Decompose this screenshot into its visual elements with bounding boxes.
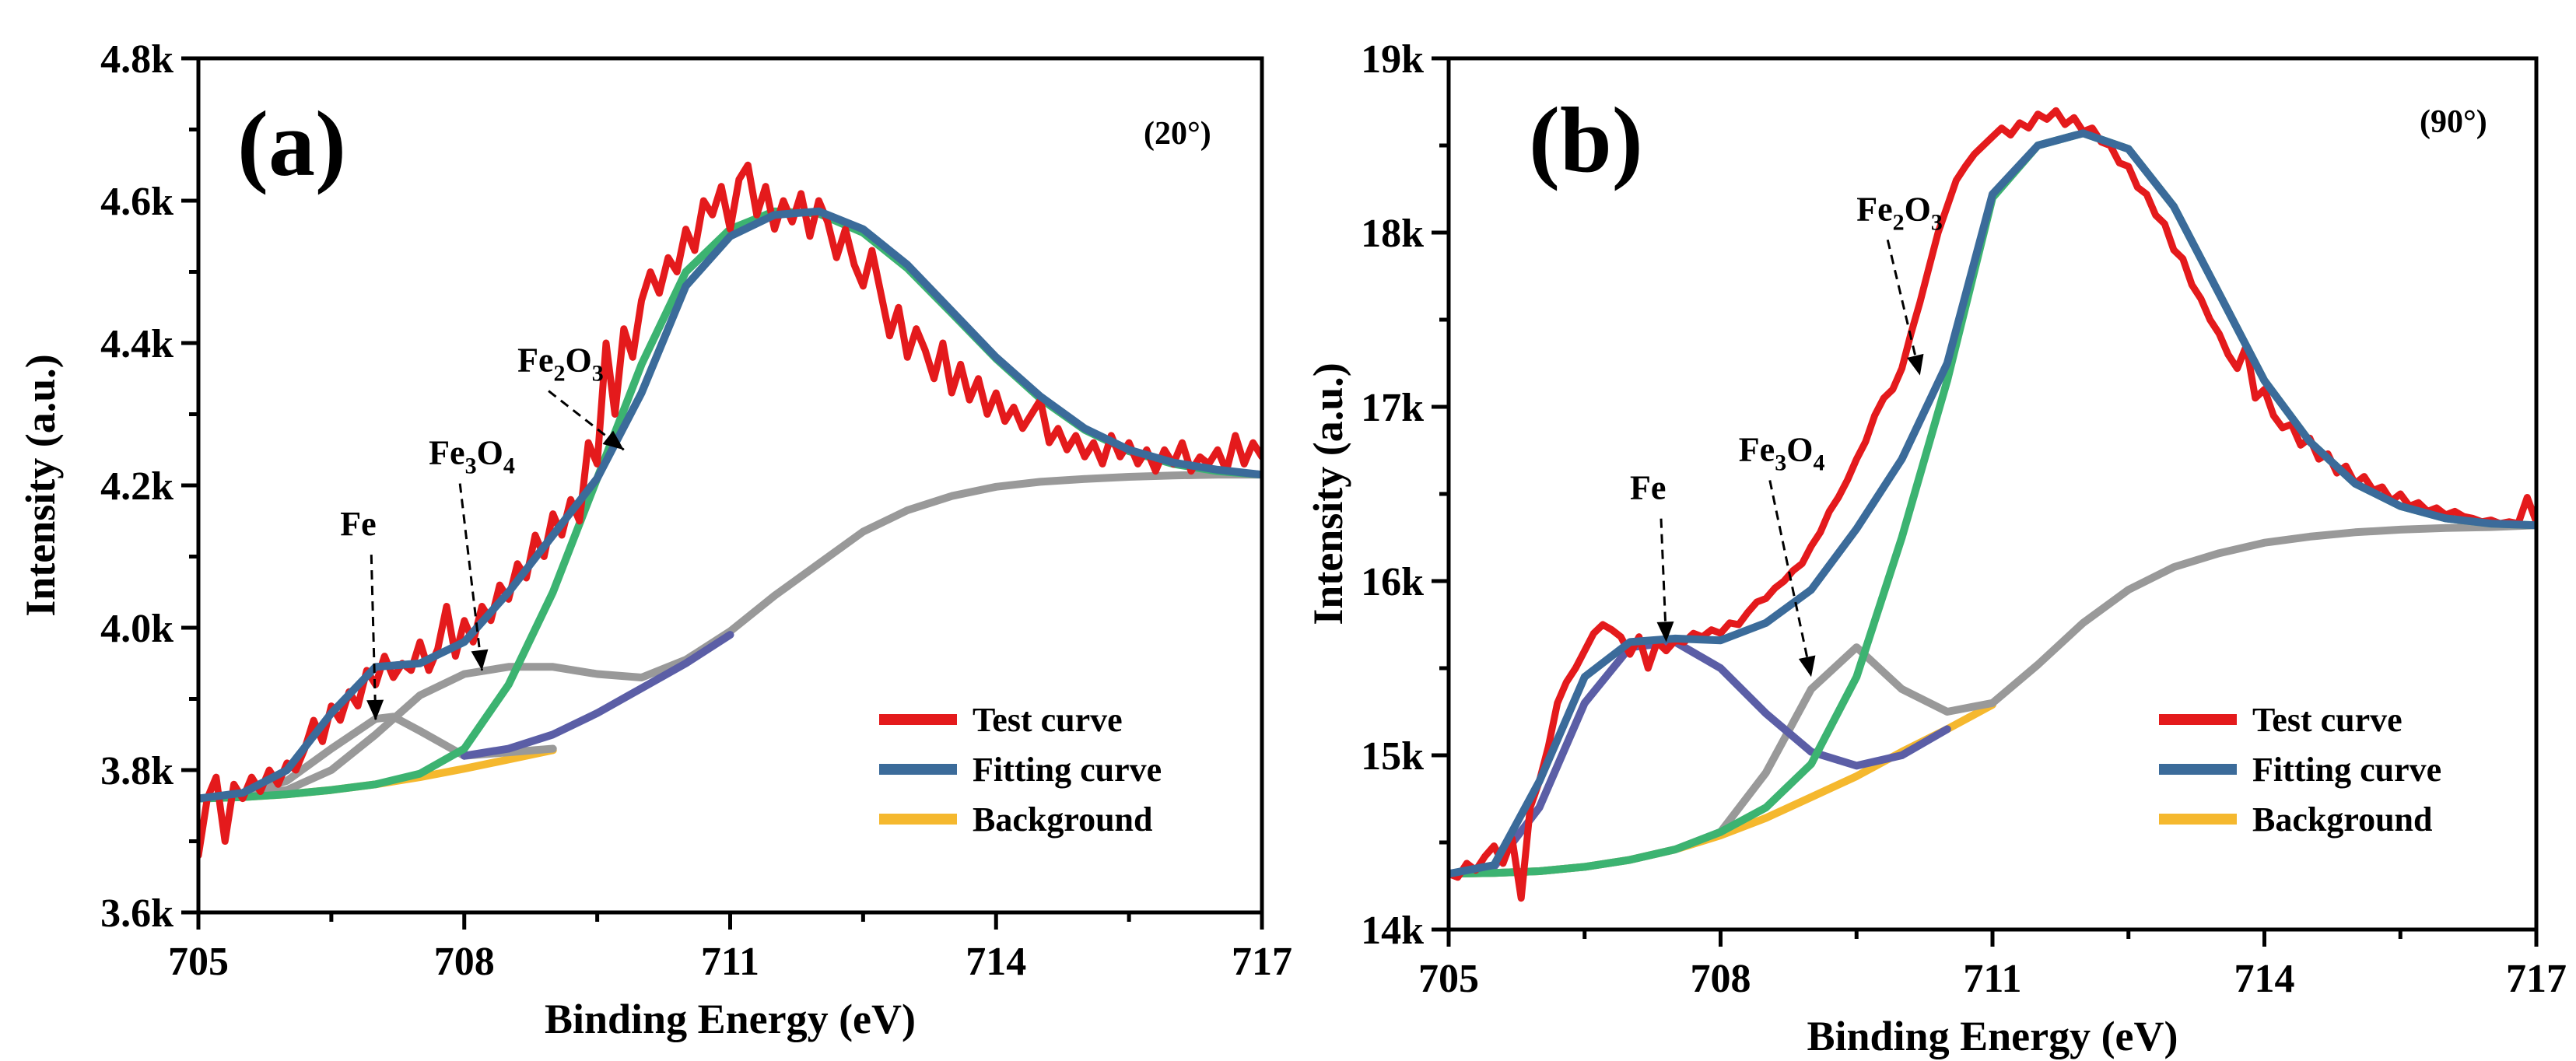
annotation-arrowhead	[366, 699, 384, 720]
x-axis-title: Binding Energy (eV)	[1807, 1013, 2178, 1059]
annotation-arrow	[1886, 239, 1922, 376]
panel-letter: (b)	[1529, 88, 1643, 191]
panel-letter: (a)	[237, 92, 346, 195]
legend: Test curve Fitting curve Background	[879, 701, 1162, 839]
x-tick-label: 714	[2234, 957, 2295, 1001]
species-label: Fe	[340, 505, 376, 543]
angle-label: (90°)	[2420, 104, 2487, 140]
x-tick-label: 705	[168, 940, 229, 984]
y-tick-label: 4.6k	[100, 180, 173, 224]
angle-label: (20°)	[1144, 116, 1211, 152]
legend-label: Background	[2252, 800, 2433, 839]
y-axis-title: Intensity (a.u.)	[17, 354, 64, 617]
y-tick-label: 19k	[1361, 37, 1424, 82]
y-tick-label: 18k	[1361, 212, 1424, 256]
y-tick-label: 15k	[1361, 734, 1424, 779]
annotation-arrowhead	[471, 649, 489, 671]
annotation-arrow	[370, 555, 377, 720]
x-tick-label: 708	[434, 940, 495, 984]
panel-a: 705 708 711 714 717 3.6k 3.8k 4.0k 4.2k 4.4k 4.6k 4…	[17, 37, 1292, 1042]
species-label: Fe	[1630, 469, 1666, 507]
legend-label: Background	[973, 800, 1153, 839]
legend-label: Test curve	[973, 701, 1123, 739]
x-tick-label: 717	[2506, 957, 2567, 1001]
annotation-arrow	[1660, 518, 1668, 643]
annotation-arrow	[458, 483, 484, 671]
series-fitting-curve	[198, 207, 1262, 803]
series-fitting-curve	[1449, 129, 2536, 878]
annotation-arrowhead	[1656, 621, 1674, 643]
annotation-arrowhead	[1907, 353, 1924, 376]
x-tick-label: 711	[1963, 957, 2021, 1001]
x-tick-label: 714	[966, 940, 1026, 984]
x-tick-label: 711	[701, 940, 759, 984]
species-label: Fe2O3	[1856, 190, 1943, 235]
y-tick-label: 4.8k	[100, 37, 173, 82]
series-fe-baseline	[460, 631, 734, 760]
species-label: Fe3O4	[1739, 430, 1825, 475]
y-tick-label: 3.8k	[100, 749, 173, 793]
legend-label: Fitting curve	[2252, 751, 2441, 789]
y-tick-label: 16k	[1361, 560, 1424, 604]
annotation-arrowhead	[1798, 655, 1816, 678]
series-background	[1449, 701, 1996, 878]
x-tick-label: 717	[1232, 940, 1292, 984]
x-tick-label: 708	[1691, 957, 1751, 1001]
annotation-arrowhead	[602, 430, 624, 450]
legend: Test curve Fitting curve Background	[2159, 701, 2441, 839]
annotation-arrow	[1768, 480, 1813, 678]
x-axis-title: Binding Energy (eV)	[545, 996, 916, 1042]
legend-label: Test curve	[2252, 701, 2403, 739]
species-label: Fe3O4	[429, 434, 515, 479]
y-tick-label: 14k	[1361, 909, 1424, 953]
panel-b: 705 708 711 714 717 14k 15k 16k 17k 18k 19k Binding…	[1305, 37, 2567, 1059]
y-tick-label: 17k	[1361, 386, 1424, 430]
y-tick-label: 4.0k	[100, 607, 173, 651]
y-tick-label: 4.4k	[100, 322, 173, 366]
y-tick-label: 3.6k	[100, 891, 173, 936]
x-tick-label: 705	[1418, 957, 1479, 1001]
y-axis-title: Intensity (a.u.)	[1305, 362, 1351, 625]
legend-label: Fitting curve	[973, 751, 1162, 789]
y-tick-label: 4.2k	[100, 464, 173, 509]
species-label: Fe2O3	[517, 341, 604, 387]
